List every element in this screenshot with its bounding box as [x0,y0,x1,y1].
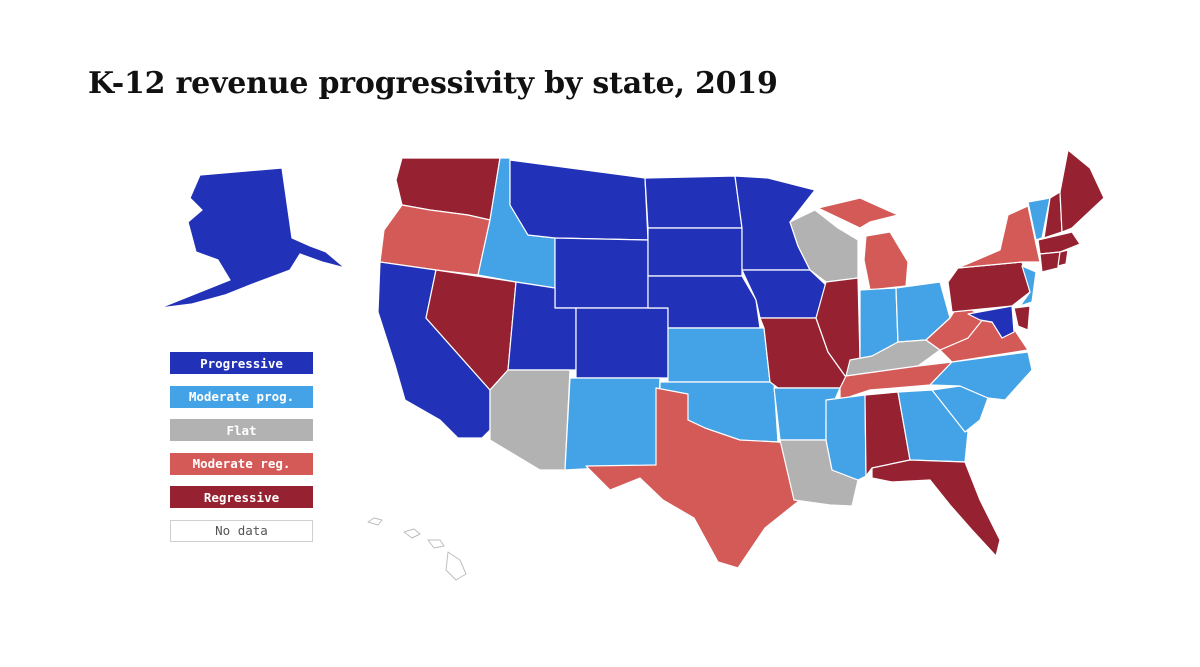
state-ME[interactable]: Maine [1059,149,1105,233]
state-RI[interactable]: Rhode Island [1057,249,1069,267]
state-HI[interactable]: Hawaii [367,517,467,581]
map-legend: Progressive Moderate prog. Flat Moderate re… [170,352,313,554]
page-title: K-12 revenue progressivity by state, 201… [88,66,778,101]
state-MD[interactable]: Maryland [967,305,1015,339]
state-MA[interactable]: Massachusetts [1037,231,1081,255]
legend-item-flat: Flat [170,419,313,442]
state-DE[interactable]: Delaware [1013,305,1031,331]
state-ND[interactable]: North Dakota [644,175,743,229]
state-CT[interactable]: Connecticut [1039,251,1061,273]
state-WY[interactable]: Wyoming [554,237,649,309]
state-NY[interactable]: New York [957,205,1041,269]
state-MI[interactable]: Michigan [817,197,909,291]
state-NM[interactable]: New Mexico [564,377,661,471]
state-AZ[interactable]: Arizona [489,369,571,471]
legend-item-moderate-reg: Moderate reg. [170,452,313,475]
legend-item-no-data: No data [170,519,313,542]
state-CO[interactable]: Colorado [575,307,669,379]
legend-item-moderate-prog: Moderate prog. [170,385,313,408]
state-VT[interactable]: Vermont [1027,197,1051,241]
state-NJ[interactable]: New Jersey [1019,265,1037,307]
state-MS[interactable]: Mississippi [825,394,867,481]
legend-item-progressive: Progressive [170,352,313,374]
state-TX[interactable]: Texas [585,387,801,569]
state-PA[interactable]: Pennsylvania [947,261,1031,313]
state-FL[interactable]: Florida [871,459,1001,557]
state-KS[interactable]: Kansas [667,327,771,383]
legend-item-regressive: Regressive [170,486,313,509]
state-AK[interactable]: Alaska [159,167,346,309]
state-MT[interactable]: Montana [509,159,649,241]
state-SC[interactable]: South Carolina [931,385,989,433]
state-SD[interactable]: South Dakota [647,227,743,277]
state-GA[interactable]: Georgia [897,389,969,463]
